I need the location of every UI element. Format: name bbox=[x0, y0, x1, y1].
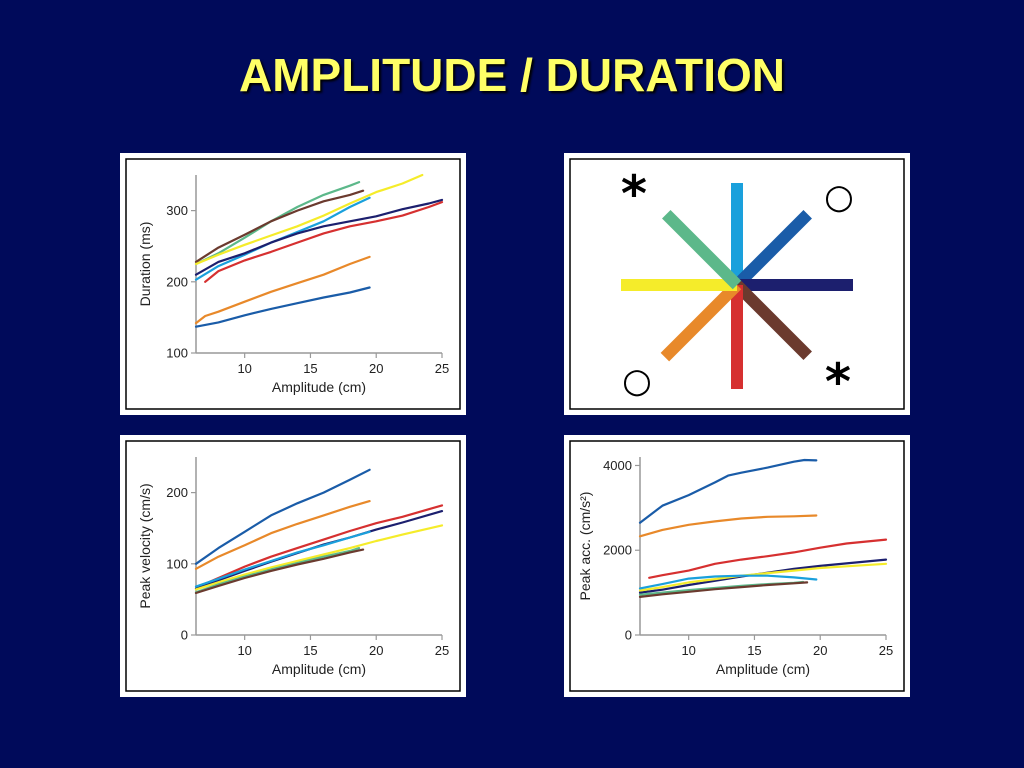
duration-chart-panel: 100 200 300 10 15 20 25 Amplitude (cm) Duration … bbox=[120, 153, 466, 415]
x-tick-label: 25 bbox=[435, 361, 449, 376]
series-line-0 bbox=[194, 181, 361, 266]
x-tick-label: 20 bbox=[369, 643, 383, 658]
direction-marker: * bbox=[825, 353, 851, 411]
series-line-7 bbox=[638, 581, 809, 598]
x-axis-label: Amplitude (cm) bbox=[716, 661, 810, 677]
x-tick-label: 20 bbox=[813, 643, 827, 658]
series-line-6 bbox=[194, 255, 371, 325]
y-tick-label: 200 bbox=[166, 485, 188, 500]
series-line-2 bbox=[204, 504, 444, 585]
series-line-6 bbox=[194, 546, 361, 594]
direction-diagram-panel: * ○ ○ * bbox=[564, 153, 910, 415]
series-line-0 bbox=[194, 468, 371, 565]
panel-frame bbox=[569, 158, 905, 410]
panel-frame bbox=[125, 440, 461, 692]
x-tick-label: 10 bbox=[237, 643, 251, 658]
x-tick-label: 20 bbox=[369, 361, 383, 376]
y-tick-label: 2000 bbox=[603, 543, 632, 558]
spoke-up-left bbox=[662, 210, 742, 290]
series-line-2 bbox=[648, 538, 888, 579]
spoke-up-right bbox=[732, 210, 812, 290]
panel-frame bbox=[569, 440, 905, 692]
y-tick-label: 200 bbox=[166, 274, 188, 289]
series-line-1 bbox=[638, 514, 818, 538]
y-axis-label: Peak acc. (cm/s²) bbox=[577, 492, 593, 601]
x-tick-label: 25 bbox=[435, 643, 449, 658]
panel-frame bbox=[125, 158, 461, 410]
x-tick-label: 25 bbox=[879, 643, 893, 658]
direction-marker: ○ bbox=[622, 361, 652, 401]
series-line-1 bbox=[194, 499, 371, 570]
spoke-down-left bbox=[660, 280, 742, 362]
x-tick-label: 15 bbox=[303, 643, 317, 658]
y-tick-label: 300 bbox=[166, 203, 188, 218]
series-line-5 bbox=[638, 574, 818, 590]
y-axis-label: Duration (ms) bbox=[137, 222, 153, 307]
y-tick-label: 0 bbox=[625, 628, 632, 643]
spoke-down-right bbox=[732, 280, 812, 360]
duration-chart: 100 200 300 10 15 20 25 Amplitude (cm) Duration … bbox=[125, 158, 461, 410]
y-tick-label: 4000 bbox=[603, 458, 632, 473]
slide-title: AMPLITUDE / DURATION bbox=[238, 49, 785, 101]
peak-velocity-chart: 0 100 200 10 15 20 25 Amplitude (cm) Peak veloci… bbox=[125, 440, 461, 692]
x-tick-label: 15 bbox=[303, 361, 317, 376]
series-line-5 bbox=[194, 524, 444, 591]
series-line-4 bbox=[638, 562, 888, 592]
x-axis-label: Amplitude (cm) bbox=[272, 661, 366, 677]
y-axis-label: Peak velocity (cm/s) bbox=[137, 483, 153, 608]
peak-acceleration-chart-panel: 0 2000 4000 10 15 20 25 Amplitude (cm) Peak acc.… bbox=[564, 435, 910, 697]
x-axis-label: Amplitude (cm) bbox=[272, 379, 366, 395]
series-line-1 bbox=[194, 189, 365, 264]
series-line-4 bbox=[194, 198, 444, 276]
series-line-2 bbox=[194, 173, 424, 266]
peak-velocity-chart-panel: 0 100 200 10 15 20 25 Amplitude (cm) Peak veloci… bbox=[120, 435, 466, 697]
y-tick-label: 100 bbox=[166, 556, 188, 571]
x-tick-label: 10 bbox=[681, 643, 695, 658]
direction-diagram: * ○ ○ * bbox=[569, 158, 905, 411]
series-line-4 bbox=[194, 530, 371, 588]
series-line-7 bbox=[194, 286, 371, 328]
y-tick-label: 0 bbox=[181, 628, 188, 643]
peak-acceleration-chart: 0 2000 4000 10 15 20 25 Amplitude (cm) Peak acc.… bbox=[569, 440, 905, 692]
series-line-7 bbox=[194, 548, 365, 595]
series-line-0 bbox=[638, 458, 818, 524]
y-tick-label: 100 bbox=[166, 346, 188, 361]
direction-marker: ○ bbox=[824, 177, 854, 217]
x-tick-label: 10 bbox=[237, 361, 251, 376]
direction-marker: * bbox=[621, 165, 647, 223]
x-tick-label: 15 bbox=[747, 643, 761, 658]
series-line-5 bbox=[204, 200, 444, 283]
